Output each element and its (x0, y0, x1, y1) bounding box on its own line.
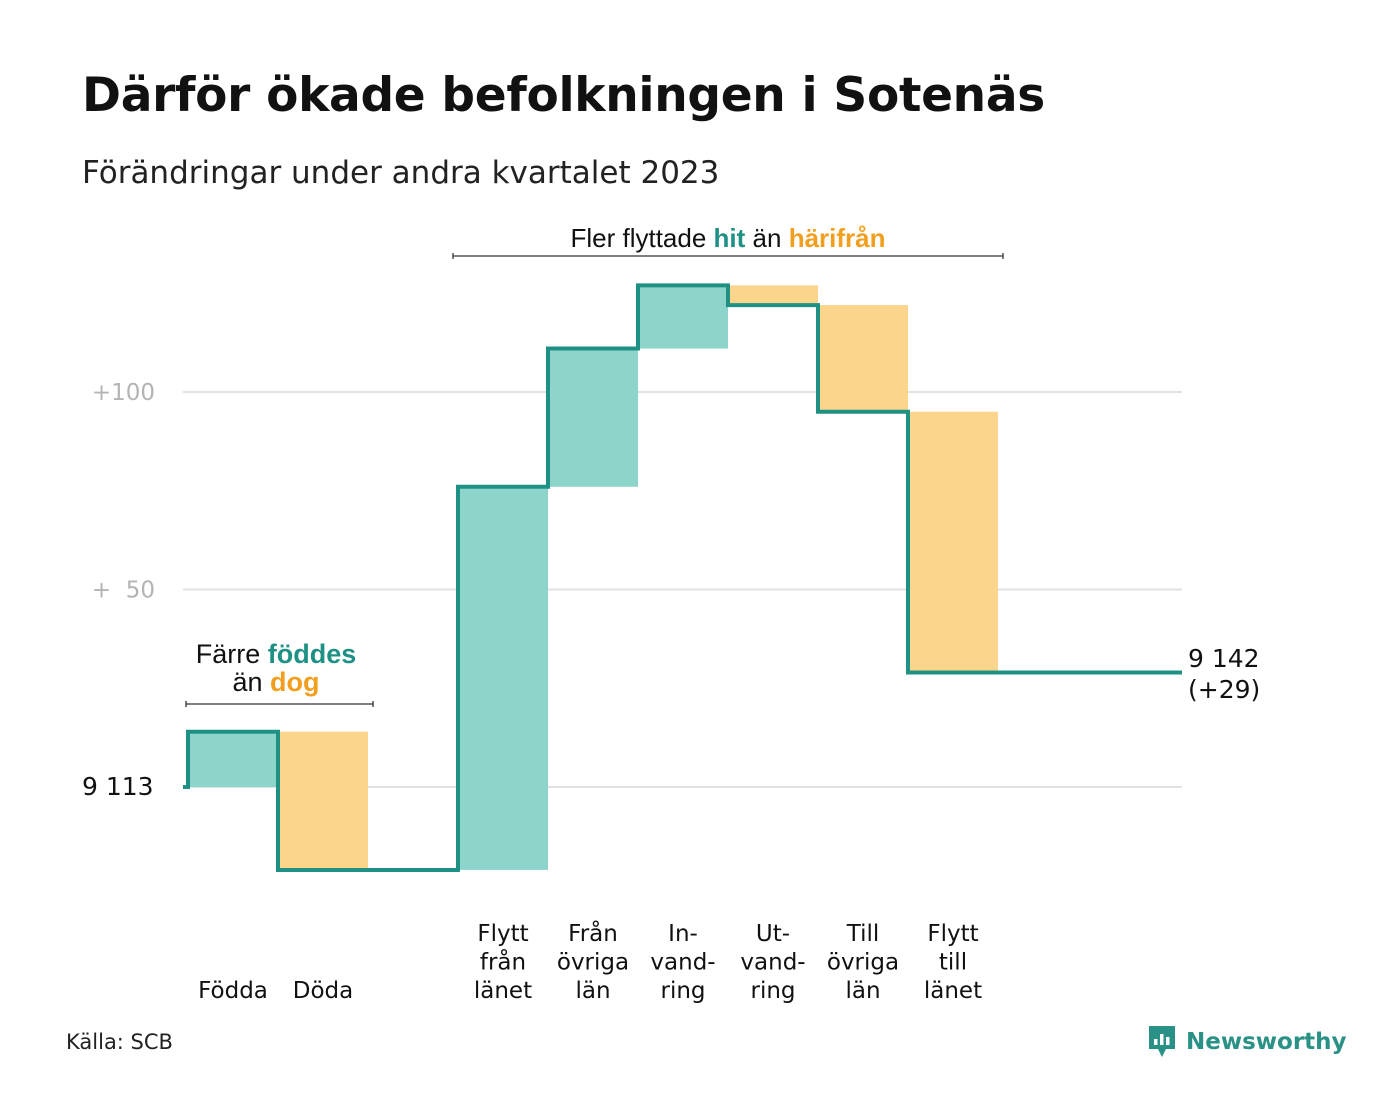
end-value-label: 9 142 (1188, 644, 1260, 673)
x-tick-label: Ut-vand-ring (740, 921, 805, 1004)
grid-lines (183, 391, 1182, 788)
x-tick-label: Till övriga län (827, 921, 899, 1004)
bar (728, 285, 818, 306)
bar (818, 305, 908, 412)
natural-annotation-line1: Färre föddes (196, 639, 357, 669)
bar (548, 348, 638, 487)
chart-subtitle: Förändringar under andra kvartalet 2023 (82, 155, 720, 191)
bars (188, 285, 998, 870)
x-tick-label: Döda (293, 978, 353, 1004)
x-tick-label: Från övriga län (557, 919, 629, 1004)
x-axis-labels: Födda Döda Flytt från länet Från övriga län In-v… (198, 919, 982, 1004)
brand-name: Newsworthy (1186, 1029, 1347, 1055)
y-axis-ticks: +100 + 50 (92, 380, 155, 604)
natural-annotation-line2: än dog (232, 667, 319, 697)
bar (188, 731, 278, 787)
y-tick-label: +100 (92, 380, 155, 406)
newsworthy-logo-icon (1149, 1026, 1175, 1057)
x-tick-label: Flytt till länet (924, 921, 982, 1004)
bar (908, 411, 998, 673)
bar (278, 731, 368, 870)
migration-annotation: Fler flyttade hit än härifrån (570, 223, 885, 253)
x-tick-label: Flytt från länet (474, 921, 532, 1004)
chart-title: Därför ökade befolkningen i Sotenäs (82, 68, 1045, 123)
end-change-label: (+29) (1188, 675, 1260, 704)
running-total-line (183, 283, 1182, 872)
source-note: Källa: SCB (66, 1030, 173, 1054)
x-tick-label: Födda (198, 978, 268, 1004)
start-value-label: 9 113 (82, 772, 154, 801)
bar (458, 486, 548, 870)
brand-logo: Newsworthy (1146, 1024, 1347, 1060)
x-tick-label: In-vand-ring (650, 921, 715, 1004)
y-tick-label: + 50 (92, 578, 155, 604)
bar (638, 285, 728, 349)
